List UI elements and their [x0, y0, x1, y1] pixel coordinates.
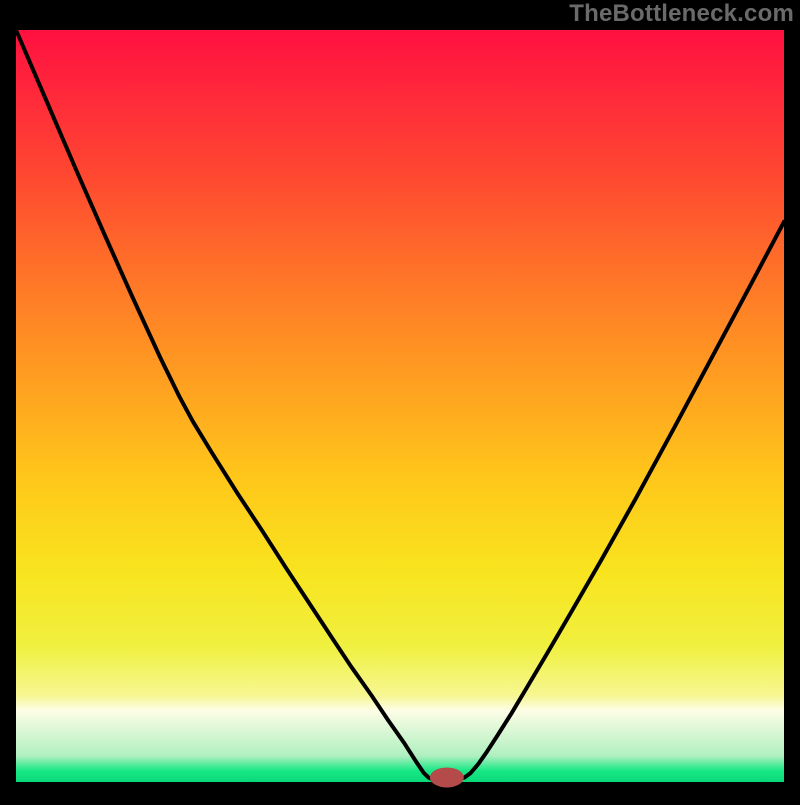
chart-frame: TheBottleneck.com: [0, 0, 800, 800]
plot-background: [16, 30, 784, 782]
optimal-point-marker: [430, 767, 464, 787]
bottleneck-chart: [0, 0, 800, 800]
watermark-text: TheBottleneck.com: [569, 0, 794, 28]
